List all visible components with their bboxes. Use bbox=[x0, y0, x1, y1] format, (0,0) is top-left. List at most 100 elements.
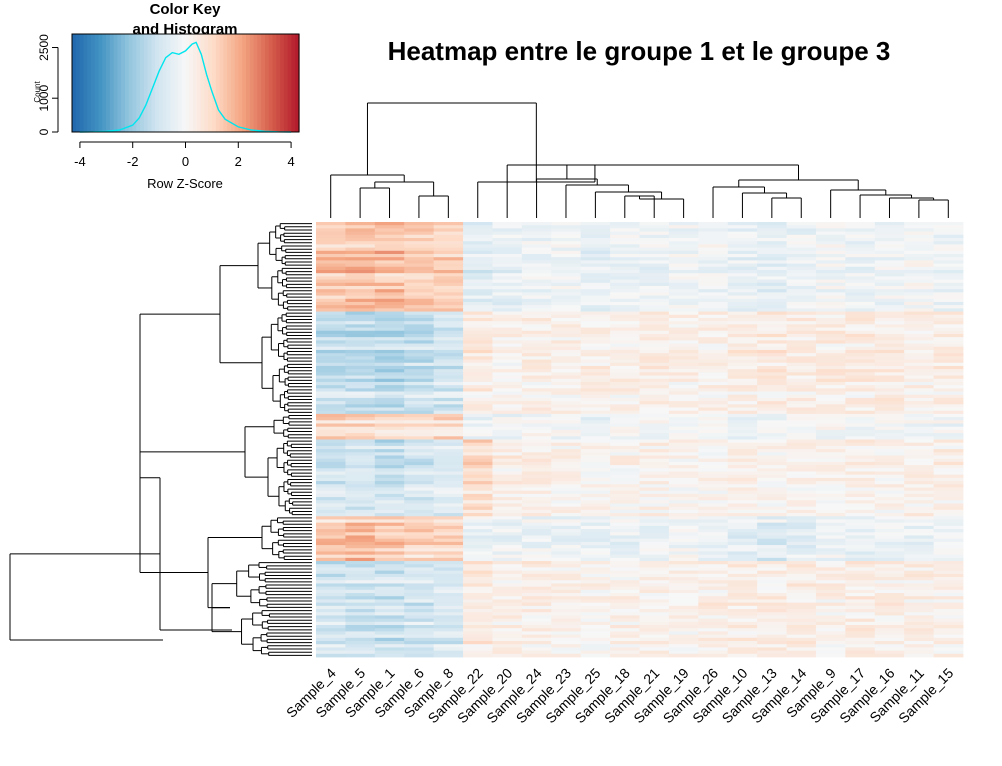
heatmap-cell bbox=[757, 615, 787, 620]
heatmap-cell bbox=[874, 618, 905, 623]
heatmap-cell bbox=[374, 445, 405, 450]
heatmap-cell bbox=[698, 381, 729, 386]
heatmap-cell bbox=[845, 330, 876, 335]
heatmap-cell bbox=[463, 612, 493, 616]
heatmap-cell bbox=[786, 343, 817, 348]
heatmap-cell bbox=[668, 493, 699, 498]
heatmap-cell bbox=[404, 324, 435, 328]
heatmap-cell bbox=[610, 285, 640, 290]
heatmap-cell bbox=[374, 433, 405, 437]
heatmap-cell bbox=[639, 570, 670, 575]
heatmap-cell bbox=[580, 228, 611, 232]
heatmap-cell bbox=[786, 551, 817, 556]
heatmap-cell bbox=[786, 282, 817, 287]
heatmap-cell bbox=[492, 237, 523, 242]
heatmap-cell bbox=[551, 276, 582, 280]
heatmap-cell bbox=[904, 500, 934, 504]
heatmap-cell bbox=[463, 637, 493, 642]
heatmap-cell bbox=[345, 250, 376, 255]
heatmap-cell bbox=[727, 458, 758, 463]
heatmap-cell bbox=[463, 253, 493, 258]
heatmap-cell bbox=[374, 324, 405, 328]
heatmap-cell bbox=[845, 487, 876, 492]
heatmap-cell bbox=[845, 340, 876, 344]
heatmap-cell bbox=[639, 244, 670, 248]
heatmap-cell bbox=[374, 497, 405, 501]
heatmap-cell bbox=[404, 279, 435, 284]
heatmap-cell bbox=[551, 346, 582, 351]
heatmap-cell bbox=[492, 493, 523, 498]
heatmap-cell bbox=[316, 519, 346, 524]
heatmap-cell bbox=[580, 433, 611, 437]
heatmap-cell bbox=[845, 241, 876, 245]
heatmap-cell bbox=[786, 273, 817, 277]
heatmap-cell bbox=[933, 404, 964, 408]
heatmap-cell bbox=[374, 263, 405, 268]
heatmap-cell bbox=[610, 650, 640, 655]
heatmap-cell bbox=[727, 535, 758, 540]
heatmap-cell bbox=[404, 289, 435, 293]
heatmap-cell bbox=[374, 327, 405, 332]
heatmap-cell bbox=[492, 637, 523, 642]
heatmap-cell bbox=[874, 279, 905, 284]
color-key-swatch bbox=[174, 34, 179, 132]
heatmap-cell bbox=[521, 359, 552, 364]
heatmap-cell bbox=[316, 385, 346, 389]
heatmap-cell bbox=[698, 330, 729, 335]
heatmap-cell bbox=[668, 593, 699, 597]
heatmap-cell bbox=[374, 260, 405, 264]
heatmap-cell bbox=[345, 337, 376, 341]
heatmap-cell bbox=[463, 439, 493, 444]
heatmap-cell bbox=[786, 615, 817, 620]
heatmap-cell bbox=[374, 369, 405, 373]
heatmap-cell bbox=[463, 273, 493, 277]
heatmap-cell bbox=[698, 605, 729, 610]
heatmap-cell bbox=[874, 433, 905, 437]
heatmap-cell bbox=[580, 449, 611, 453]
heatmap-cell bbox=[668, 263, 699, 268]
heatmap-cell bbox=[521, 263, 552, 268]
heatmap-cell bbox=[610, 266, 640, 271]
heatmap-cell bbox=[698, 301, 729, 306]
heatmap-cell bbox=[904, 250, 934, 255]
heatmap-cell bbox=[786, 362, 817, 367]
heatmap-cell bbox=[492, 391, 523, 396]
heatmap-cell bbox=[374, 321, 405, 325]
heatmap-cell bbox=[815, 433, 846, 437]
heatmap-cell bbox=[374, 535, 405, 540]
heatmap-cell bbox=[845, 420, 876, 424]
heatmap-cell bbox=[639, 631, 670, 636]
heatmap-cell bbox=[698, 429, 729, 434]
heatmap-cell bbox=[433, 407, 464, 412]
heatmap-cell bbox=[551, 513, 582, 517]
heatmap-cell bbox=[316, 250, 346, 255]
heatmap-cell bbox=[345, 452, 376, 456]
heatmap-cell bbox=[815, 570, 846, 575]
heatmap-cell bbox=[757, 599, 787, 604]
heatmap-cell bbox=[492, 468, 523, 472]
heatmap-cell bbox=[933, 426, 964, 431]
heatmap-cell bbox=[521, 378, 552, 383]
heatmap-cell bbox=[551, 535, 582, 540]
heatmap-cell bbox=[904, 237, 934, 242]
heatmap-cell bbox=[580, 410, 611, 415]
heatmap-cell bbox=[874, 343, 905, 348]
heatmap-cell bbox=[786, 580, 817, 584]
heatmap-cell bbox=[904, 381, 934, 386]
heatmap-cell bbox=[668, 516, 699, 520]
heatmap-cell bbox=[404, 253, 435, 258]
heatmap-cell bbox=[492, 317, 523, 322]
heatmap-cell bbox=[757, 343, 787, 348]
heatmap-cell bbox=[727, 525, 758, 530]
heatmap-cell bbox=[433, 327, 464, 332]
heatmap-cell bbox=[521, 231, 552, 236]
heatmap-cell bbox=[904, 538, 934, 543]
heatmap-cell bbox=[698, 359, 729, 364]
heatmap-cell bbox=[345, 317, 376, 322]
heatmap-cell bbox=[757, 535, 787, 540]
heatmap-cell bbox=[845, 484, 876, 488]
heatmap-cell bbox=[521, 222, 552, 226]
heatmap-cell bbox=[845, 602, 876, 607]
heatmap-cell bbox=[845, 237, 876, 242]
heatmap-cell bbox=[786, 461, 817, 466]
